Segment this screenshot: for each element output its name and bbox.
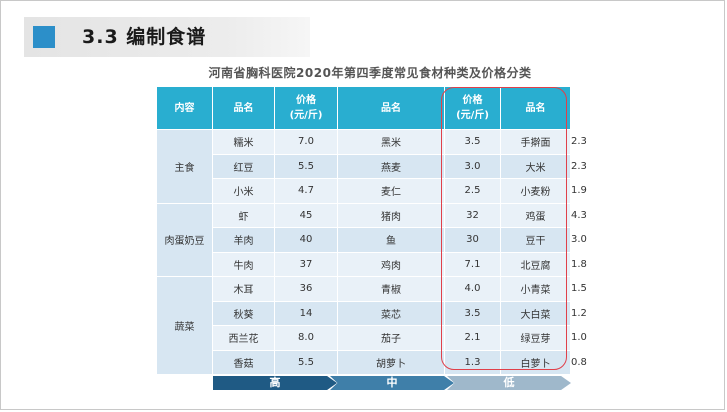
- item-name-1: 秋葵: [212, 300, 275, 326]
- table-row: 牛肉 37 鸡肉 7.1 北豆腐 1.8: [157, 251, 587, 277]
- item-price-2: 3.5: [444, 129, 501, 155]
- item-price-1: 14: [274, 300, 338, 326]
- item-price-2: 3.0: [444, 153, 501, 179]
- item-price-1: 40: [274, 227, 338, 253]
- level-mid-label: 中: [386, 376, 398, 389]
- item-name-3: 大白菜: [500, 300, 571, 326]
- item-name-2: 鸡肉: [337, 251, 445, 277]
- item-price-1: 8.0: [274, 325, 338, 351]
- item-name-3: 白萝卜: [500, 349, 571, 375]
- item-name-3: 北豆腐: [500, 251, 571, 277]
- item-price-1: 4.7: [274, 178, 338, 204]
- level-mid-arrow: 中: [330, 376, 454, 390]
- header-price-2-label: 价格: [462, 95, 483, 106]
- item-name-2: 茄子: [337, 325, 445, 351]
- item-name-2: 猪肉: [337, 202, 445, 228]
- item-name-1: 木耳: [212, 276, 275, 302]
- section-title: 3.3 编制食谱: [82, 26, 207, 48]
- header-name-2-label: 品名: [381, 102, 401, 114]
- category-cell: 肉蛋奶豆: [156, 202, 213, 277]
- header-price-1: 价格 (元/斤): [274, 86, 338, 130]
- item-name-3: 手擀面: [500, 129, 571, 155]
- item-name-2: 麦仁: [337, 178, 445, 204]
- item-name-3: 豆干: [500, 227, 571, 253]
- header-name-1: 品名: [212, 86, 275, 130]
- item-name-3: 大米: [500, 153, 571, 179]
- title-accent-square: [33, 26, 55, 48]
- table-row: 蔬菜 木耳 36 青椒 4.0 小青菜 1.5: [156, 276, 587, 375]
- table-row: 香菇 5.5 胡萝卜 1.3 白萝卜 0.8: [157, 349, 587, 375]
- item-price-1: 5.5: [274, 349, 338, 375]
- item-name-2: 黑米: [337, 129, 445, 155]
- item-price-2: 3.5: [444, 300, 501, 326]
- item-name-1: 羊肉: [212, 227, 275, 253]
- item-name-1: 糯米: [212, 129, 275, 155]
- item-price-1: 7.0: [274, 129, 338, 155]
- level-high-arrow: 高: [213, 376, 337, 390]
- item-price-2: 32: [444, 202, 501, 228]
- food-price-table: 内容 品名 价格 (元/斤) 品名 价格 (元/斤) 品名 主食 糯米 7.0 黑米 3…: [156, 86, 587, 375]
- item-name-1: 小米: [212, 178, 275, 204]
- item-name-1: 西兰花: [212, 325, 275, 351]
- table-caption: 河南省胸科医院2020年第四季度常见食材种类及价格分类: [208, 66, 532, 80]
- level-high-label: 高: [269, 376, 281, 389]
- category-cell: 蔬菜: [156, 276, 213, 375]
- item-price-2: 2.1: [444, 325, 501, 351]
- level-low-arrow: 低: [447, 376, 571, 390]
- table-row: 肉蛋奶豆虾 45 猪肉 32 鸡蛋 4.3: [156, 202, 587, 277]
- item-name-2: 燕麦: [337, 153, 445, 179]
- item-price-1: 5.5: [274, 153, 338, 179]
- item-name-3: 小青菜: [500, 276, 571, 302]
- header-name-3-label: 品名: [525, 102, 546, 114]
- item-name-1: 虾: [212, 202, 275, 228]
- item-price-2: 1.3: [444, 349, 501, 375]
- item-price-1: 45: [274, 202, 338, 228]
- item-price-2: 2.5: [444, 178, 501, 204]
- table-header-row: 内容 品名 价格 (元/斤) 品名 价格 (元/斤) 品名: [156, 86, 571, 130]
- item-name-3: 小麦粉: [500, 178, 571, 204]
- item-price-2: 4.0: [444, 276, 501, 302]
- item-price-1: 36: [274, 276, 338, 302]
- header-name-3: 品名: [500, 86, 571, 130]
- low-price-highlight-box: [441, 87, 567, 370]
- item-name-2: 青椒: [337, 276, 445, 302]
- header-name-2: 品名: [337, 86, 445, 130]
- header-price-2-unit: (元/斤): [456, 110, 489, 121]
- item-price-1: 37: [274, 251, 338, 277]
- item-name-1: 牛肉: [212, 251, 275, 277]
- title-band: [24, 17, 310, 57]
- table-row: 西兰花 8.0 茄子 2.1 绿豆芽 1.0: [157, 325, 587, 351]
- header-price-1-label: 价格: [296, 95, 316, 106]
- header-category: 内容: [156, 86, 213, 130]
- table-row: 红豆 5.5 燕麦 3.0 大米 2.3: [157, 153, 587, 179]
- item-name-2: 胡萝卜: [337, 349, 445, 375]
- item-name-1: 红豆: [212, 153, 275, 179]
- level-low-label: 低: [503, 376, 515, 389]
- item-name-2: 鱼: [337, 227, 445, 253]
- item-name-2: 菜芯: [337, 300, 445, 326]
- table-row: 小米 4.7 麦仁 2.5 小麦粉 1.9: [157, 178, 587, 204]
- header-price-1-unit: (元/斤): [289, 110, 323, 121]
- table-row: 主食 糯米 7.0 黑米 3.5 手擀面 2.3: [156, 129, 587, 204]
- item-price-2: 7.1: [444, 251, 501, 277]
- item-name-1: 香菇: [212, 349, 275, 375]
- category-cell: 主食: [156, 129, 213, 204]
- table-row: 秋葵 14 菜芯 3.5 大白菜 1.2: [157, 300, 587, 326]
